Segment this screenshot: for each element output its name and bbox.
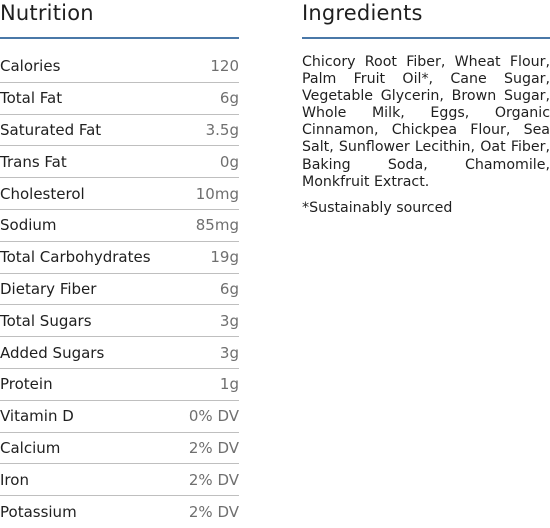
nutrition-row-cholesterol: Cholesterol 10mg (0, 178, 239, 210)
nutrient-label: Calcium (0, 438, 61, 457)
nutrient-label: Trans Fat (0, 152, 67, 171)
nutrient-value: 6g (219, 89, 239, 108)
nutrition-row-protein: Protein 1g (0, 369, 239, 401)
nutrient-value: 2% DV (188, 438, 239, 457)
nutrition-title: Nutrition (0, 1, 94, 25)
nutrient-label: Potassium (0, 503, 77, 522)
ingredients-footnote: *Sustainably sourced (302, 199, 453, 216)
nutrition-row-vitamin-d: Vitamin D 0% DV (0, 401, 239, 433)
nutrient-label: Vitamin D (0, 407, 74, 426)
nutrition-row-trans-fat: Trans Fat 0g (0, 146, 239, 179)
nutrition-row-total-fat: Total Fat 6g (0, 83, 239, 115)
nutrient-label: Total Carbohydrates (0, 248, 151, 267)
nutrition-title-underline (0, 37, 239, 39)
nutrient-label: Cholesterol (0, 184, 85, 203)
nutrient-value: 120 (210, 57, 239, 76)
nutrient-label: Added Sugars (0, 343, 105, 362)
nutrition-row-potassium: Potassium 2% DV (0, 496, 239, 528)
nutrient-value: 6g (219, 279, 239, 298)
nutrient-value: 3g (219, 311, 239, 330)
nutrient-value: 0g (219, 152, 239, 171)
nutrition-row-iron: Iron 2% DV (0, 464, 239, 497)
nutrition-row-sodium: Sodium 85mg (0, 210, 239, 242)
nutrition-row-total-sugars: Total Sugars 3g (0, 305, 239, 338)
nutrient-label: Calories (0, 57, 61, 76)
ingredients-panel: Ingredients Chicory Root Fiber, Wheat Fl… (302, 0, 550, 217)
ingredients-title: Ingredients (302, 1, 423, 25)
nutrient-value: 2% DV (188, 503, 239, 522)
nutrient-value: 10mg (195, 184, 239, 203)
nutrient-value: 19g (210, 248, 239, 267)
nutrition-row-total-carbohydrates: Total Carbohydrates 19g (0, 242, 239, 274)
nutrition-row-saturated-fat: Saturated Fat 3.5g (0, 115, 239, 147)
nutrient-value: 0% DV (188, 407, 239, 426)
ingredients-list: Chicory Root Fiber, Wheat Flour, Palm Fr… (302, 54, 550, 190)
nutrient-label: Dietary Fiber (0, 279, 97, 298)
nutrition-row-calories: Calories 120 (0, 51, 239, 83)
nutrition-table: Calories 120 Total Fat 6g Saturated Fat … (0, 51, 239, 528)
nutrition-row-added-sugars: Added Sugars 3g (0, 337, 239, 369)
nutrient-label: Iron (0, 470, 29, 489)
nutrient-value: 85mg (195, 216, 239, 235)
nutrient-label: Total Fat (0, 89, 63, 108)
nutrient-value: 1g (219, 375, 239, 394)
nutrient-label: Total Sugars (0, 311, 92, 330)
nutrient-label: Protein (0, 375, 53, 394)
nutrient-value: 3.5g (205, 120, 239, 139)
nutrient-value: 3g (219, 343, 239, 362)
nutrient-label: Saturated Fat (0, 120, 102, 139)
nutrition-row-calcium: Calcium 2% DV (0, 433, 239, 465)
nutrition-row-dietary-fiber: Dietary Fiber 6g (0, 274, 239, 306)
ingredients-title-underline (302, 37, 550, 39)
nutrition-panel: Nutrition Calories 120 Total Fat 6g Satu… (0, 0, 239, 528)
nutrient-value: 2% DV (188, 470, 239, 489)
nutrient-label: Sodium (0, 216, 57, 235)
